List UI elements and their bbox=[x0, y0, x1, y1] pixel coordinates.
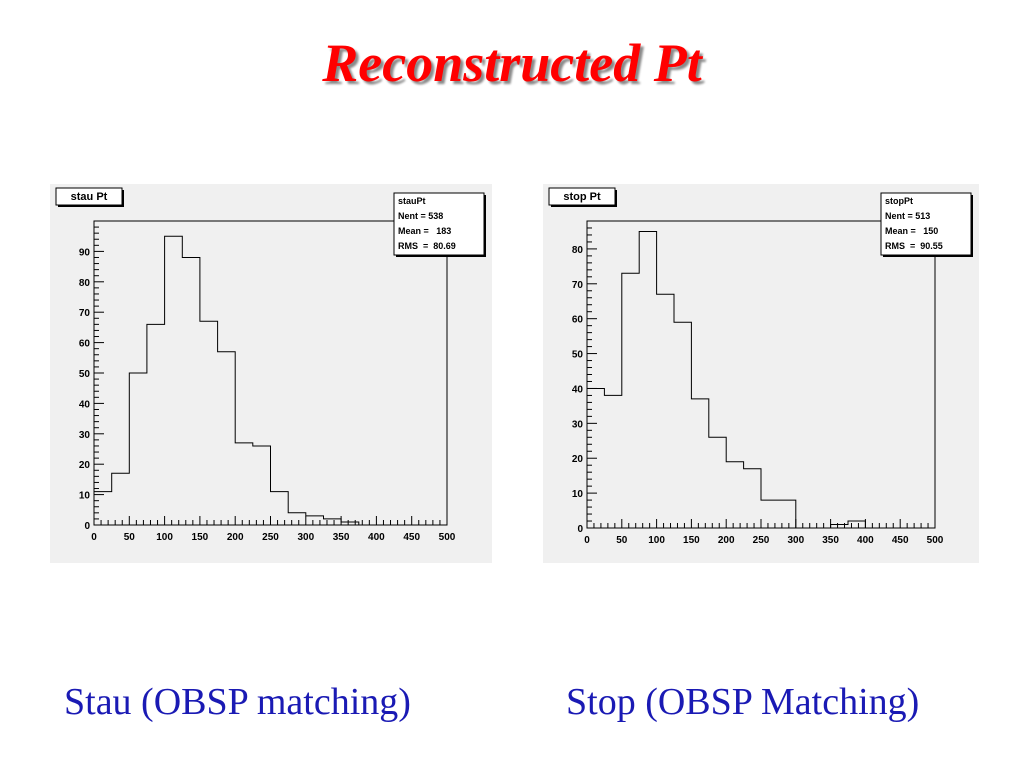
y-tick-label: 50 bbox=[572, 350, 584, 361]
histogram-bin bbox=[288, 513, 306, 525]
histogram-outline bbox=[94, 235, 447, 526]
histogram-bin bbox=[604, 395, 621, 528]
histogram-bin bbox=[182, 257, 200, 525]
x-tick-label: 400 bbox=[857, 535, 874, 546]
y-tick-label: 0 bbox=[577, 524, 583, 535]
x-tick-label: 100 bbox=[648, 535, 665, 546]
histogram-bin bbox=[622, 273, 639, 528]
stats-box bbox=[880, 192, 972, 256]
histogram-bin bbox=[744, 469, 761, 528]
stop-pt-histogram-panel: 0 50 100 150 200 250 300 350 400 450 500 0 10 20 30 40 5… bbox=[543, 184, 979, 564]
chart-title: stau Pt bbox=[71, 191, 108, 203]
y-tick-label: 10 bbox=[572, 489, 584, 500]
histogram-bin bbox=[726, 462, 743, 528]
y-tick-label: 40 bbox=[572, 384, 584, 395]
x-tick-label: 450 bbox=[403, 532, 420, 543]
histogram-bin bbox=[94, 492, 112, 525]
x-tick-label: 500 bbox=[439, 532, 456, 543]
histogram-bin bbox=[271, 492, 289, 525]
y-tick-label: 20 bbox=[572, 454, 584, 465]
histogram-bin bbox=[848, 521, 865, 528]
histogram-bin bbox=[778, 500, 795, 528]
stats-line: Mean = 183 bbox=[398, 226, 451, 236]
stop-pt-histogram: 0 50 100 150 200 250 300 350 400 450 500 0 10 20 30 40 5… bbox=[543, 184, 979, 564]
stats-box bbox=[393, 192, 485, 256]
stats-name: stopPt bbox=[885, 196, 913, 206]
histogram-bin bbox=[709, 437, 726, 528]
slide-title: Reconstructed Pt bbox=[322, 33, 702, 93]
x-tick-label: 450 bbox=[892, 535, 909, 546]
y-tick-label: 70 bbox=[572, 280, 584, 291]
histogram-bin bbox=[253, 446, 271, 525]
stats-line: RMS = 90.55 bbox=[885, 241, 943, 251]
y-tick-label: 30 bbox=[79, 430, 91, 441]
x-tick-label: 500 bbox=[927, 535, 944, 546]
x-tick-label: 350 bbox=[333, 532, 350, 543]
y-tick-label: 80 bbox=[572, 245, 584, 256]
y-tick-label: 60 bbox=[79, 339, 91, 350]
histogram-bin bbox=[761, 500, 778, 528]
histogram-bin bbox=[200, 321, 218, 525]
y-tick-label: 60 bbox=[572, 315, 584, 326]
stats-line: Nent = 513 bbox=[885, 211, 930, 221]
histogram-bin bbox=[112, 473, 130, 525]
y-tick-label: 0 bbox=[84, 521, 90, 532]
x-tick-label: 200 bbox=[718, 535, 735, 546]
histogram-bin bbox=[306, 516, 324, 525]
x-tick-label: 250 bbox=[753, 535, 770, 546]
x-tick-label: 250 bbox=[262, 532, 279, 543]
y-tick-label: 30 bbox=[572, 419, 584, 430]
histogram-bin bbox=[323, 519, 341, 525]
stats-line: Mean = 150 bbox=[885, 226, 938, 236]
stau-pt-histogram-panel: 0 50 100 150 200 250 300 350 400 450 500 0 10 20 30 40 5… bbox=[50, 184, 492, 564]
y-tick-label: 90 bbox=[79, 247, 91, 258]
x-tick-label: 100 bbox=[156, 532, 173, 543]
histogram-outline bbox=[587, 231, 935, 529]
y-tick-label: 80 bbox=[79, 278, 91, 289]
y-tick-label: 20 bbox=[79, 460, 91, 471]
histogram-bin bbox=[639, 231, 656, 528]
histogram-bin bbox=[129, 373, 147, 525]
x-tick-label: 150 bbox=[683, 535, 700, 546]
caption-stop: Stop (OBSP Matching) bbox=[566, 681, 920, 723]
x-tick-label: 200 bbox=[227, 532, 244, 543]
title-box bbox=[548, 187, 616, 206]
x-tick-label: 50 bbox=[616, 535, 628, 546]
title-box bbox=[55, 187, 123, 206]
stats-line: RMS = 80.69 bbox=[398, 241, 456, 251]
histogram-bin bbox=[235, 443, 253, 525]
histogram-bin bbox=[657, 294, 674, 528]
histogram-bin bbox=[674, 322, 691, 528]
x-tick-label: 400 bbox=[368, 532, 385, 543]
x-tick-label: 150 bbox=[192, 532, 209, 543]
x-tick-label: 0 bbox=[584, 535, 590, 546]
x-tick-label: 300 bbox=[787, 535, 804, 546]
chart-title: stop Pt bbox=[563, 191, 601, 203]
histogram-bin bbox=[831, 525, 848, 528]
histogram-bin bbox=[147, 324, 165, 525]
caption-stau: Stau (OBSP matching) bbox=[64, 681, 411, 723]
histogram-bin bbox=[165, 236, 183, 525]
stats-line: Nent = 538 bbox=[398, 211, 443, 221]
y-tick-label: 10 bbox=[79, 491, 91, 502]
stau-pt-histogram: 0 50 100 150 200 250 300 350 400 450 500 0 10 20 30 40 5… bbox=[50, 184, 492, 564]
y-tick-label: 50 bbox=[79, 369, 91, 380]
y-tick-label: 40 bbox=[79, 399, 91, 410]
stats-name: stauPt bbox=[398, 196, 426, 206]
histogram-bin bbox=[218, 352, 236, 525]
x-tick-label: 350 bbox=[822, 535, 839, 546]
histogram-bin bbox=[691, 399, 708, 528]
x-tick-label: 50 bbox=[124, 532, 136, 543]
x-tick-label: 300 bbox=[297, 532, 314, 543]
y-tick-label: 70 bbox=[79, 308, 91, 319]
x-tick-label: 0 bbox=[91, 532, 97, 543]
